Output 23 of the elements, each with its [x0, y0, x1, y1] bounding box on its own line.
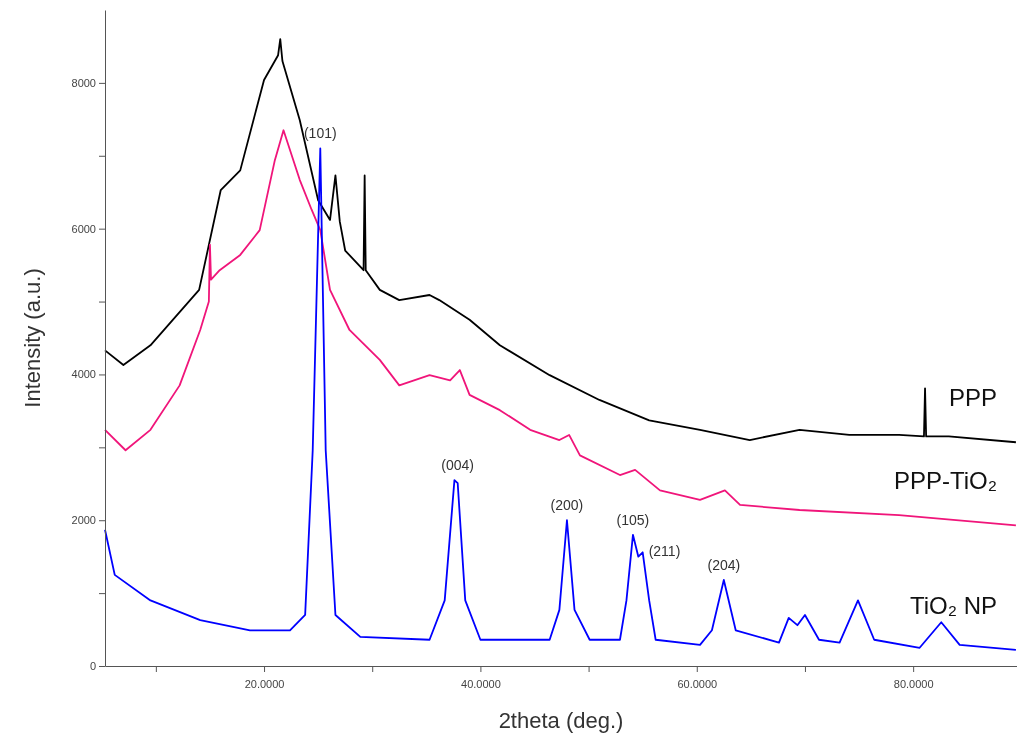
series-label: PPP-TiO₂: [893, 467, 997, 495]
annotation: (004): [441, 457, 475, 474]
annotation: (105): [616, 511, 650, 528]
annotation: (211): [648, 543, 681, 560]
x-tick-label: 40.0000: [461, 678, 501, 691]
x-tick-label: 80.0000: [893, 678, 934, 691]
series-label: PPP: [948, 384, 997, 412]
y-tick-label: 4000: [71, 368, 96, 381]
y-tick-label: 6000: [71, 222, 96, 235]
annotation: (204): [707, 556, 741, 573]
y-tick-label: 2000: [71, 514, 96, 527]
x-tick-label: 60.0000: [677, 678, 718, 691]
x-axis-title: 2theta (deg.): [498, 708, 624, 733]
series-label: TiO₂ NP: [909, 591, 997, 619]
annotation: (101): [303, 125, 337, 142]
x-tick-label: 20.0000: [244, 678, 285, 691]
annotation: (200): [550, 497, 584, 514]
y-axis-title: Intensity (a.u.): [20, 268, 45, 408]
line-series: [104, 129, 1017, 527]
y-tick-label: 0: [89, 660, 96, 673]
line-series: [104, 38, 1017, 444]
line-series: [104, 147, 1017, 651]
y-tick-label: 8000: [71, 76, 96, 89]
